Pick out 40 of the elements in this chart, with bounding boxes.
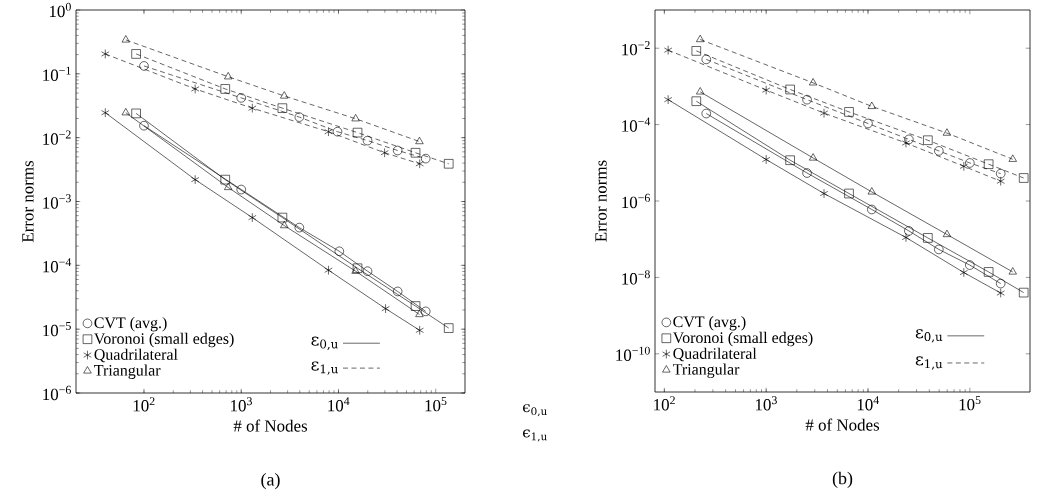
y-tick-label: 10$^{0}$ <box>49 2 71 18</box>
y-tick-label: 10$^{−4}$ <box>622 117 651 132</box>
y-tick-label: 10$^{−8}$ <box>622 270 650 285</box>
y-tick-label: 10$^{−6}$ <box>43 385 71 401</box>
y-tick-label: 10$^{−2}$ <box>622 41 650 56</box>
x-axis-title: # of Nodes <box>805 418 880 431</box>
x-tick-label: 10$^{4}$ <box>857 396 879 411</box>
y-axis-title: Error norms <box>22 160 34 243</box>
legend-label: CVT (avg.) <box>673 315 746 331</box>
annotation: ε$_{1,u}$ <box>311 361 338 375</box>
y-tick-label: 10$^{−4}$ <box>43 258 72 273</box>
annotation: ε$_{1,u}$ <box>915 356 943 370</box>
legend-label: Voronoi (small edges) <box>94 332 234 348</box>
y-tick-label: 10$^{−6}$ <box>622 193 650 209</box>
y-tick-label: 10$^{−3}$ <box>43 194 71 209</box>
y-tick-label: 10$^{−5}$ <box>43 322 71 337</box>
x-tick-label: 10$^{4}$ <box>328 397 350 412</box>
legend-label: Quadrilateral <box>673 347 757 362</box>
y-tick-label: 10$^{−10}$ <box>616 346 650 361</box>
text: ϵ$_{1,u}$ <box>522 429 547 442</box>
annotation: ε$_{0,u}$ <box>311 336 338 350</box>
y-tick-label: 10$^{−1}$ <box>43 66 71 81</box>
x-tick-label: 10$^{2}$ <box>654 396 675 411</box>
text: (a) <box>261 472 280 490</box>
y-axis-title: Error norms <box>595 160 607 242</box>
legend-label: Triangular <box>672 363 740 379</box>
x-axis-title: # of Nodes <box>233 419 308 432</box>
y-tick-label: 10$^{−2}$ <box>43 130 71 145</box>
legend-label: Voronoi (small edges) <box>672 331 813 347</box>
x-tick-label: 10$^{5}$ <box>959 396 981 411</box>
annotation: ε$_{0,u}$ <box>915 329 943 343</box>
text: ϵ$_{0,u}$ <box>522 404 547 417</box>
legend-label: Quadrilateral <box>94 348 178 363</box>
legend-label: CVT (avg.) <box>94 316 167 332</box>
x-tick-label: 10$^{3}$ <box>755 396 777 411</box>
x-tick-label: 10$^{3}$ <box>231 397 252 412</box>
text: (b) <box>832 471 853 488</box>
x-tick-label: 10$^{2}$ <box>133 397 155 412</box>
x-tick-label: 10$^{5}$ <box>425 397 447 412</box>
legend-label: Triangular <box>94 364 161 379</box>
